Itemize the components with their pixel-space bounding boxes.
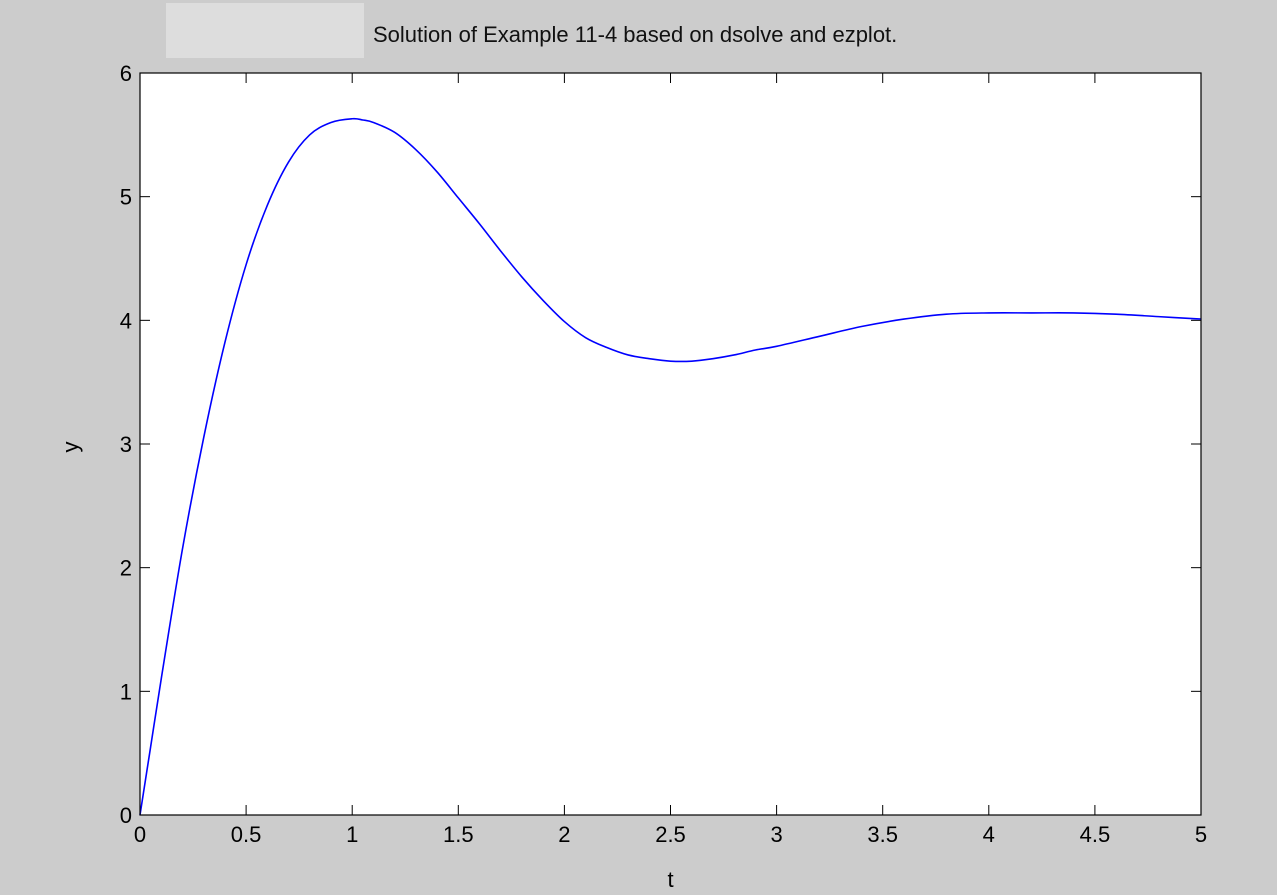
y-tick-label: 4 <box>120 308 132 333</box>
x-axis-label: t <box>667 867 673 892</box>
x-tick-label: 0 <box>134 822 146 847</box>
y-tick-label: 6 <box>120 61 132 86</box>
y-tick-label: 5 <box>120 185 132 210</box>
x-tick-label: 2 <box>558 822 570 847</box>
title-overlay-box <box>166 3 364 58</box>
x-tick-label: 5 <box>1195 822 1207 847</box>
x-tick-label: 3 <box>770 822 782 847</box>
x-tick-label: 4.5 <box>1080 822 1111 847</box>
x-tick-label: 1.5 <box>443 822 474 847</box>
x-tick-label: 4 <box>983 822 995 847</box>
x-tick-label: 3.5 <box>867 822 898 847</box>
plot-frame <box>139 72 1202 816</box>
plot-area <box>140 73 1201 815</box>
y-tick-label: 0 <box>120 803 132 828</box>
series-line <box>139 117 1202 816</box>
ticks-layer: 0 0.5 1 1.5 2 2.5 3 3.5 4 4.5 5 0 1 2 3 4 5 6 <box>120 61 1207 847</box>
y-axis-label: y <box>58 442 83 453</box>
x-tick-label: 1 <box>346 822 358 847</box>
series-layer <box>139 117 1202 816</box>
chart-title: Solution of Example 11-4 based on dsolve… <box>373 22 898 47</box>
x-tick-label: 2.5 <box>655 822 686 847</box>
y-tick-label: 3 <box>120 432 132 457</box>
y-tick-label: 2 <box>120 556 132 581</box>
y-tick-label: 1 <box>120 679 132 704</box>
x-tick-label: 0.5 <box>231 822 262 847</box>
